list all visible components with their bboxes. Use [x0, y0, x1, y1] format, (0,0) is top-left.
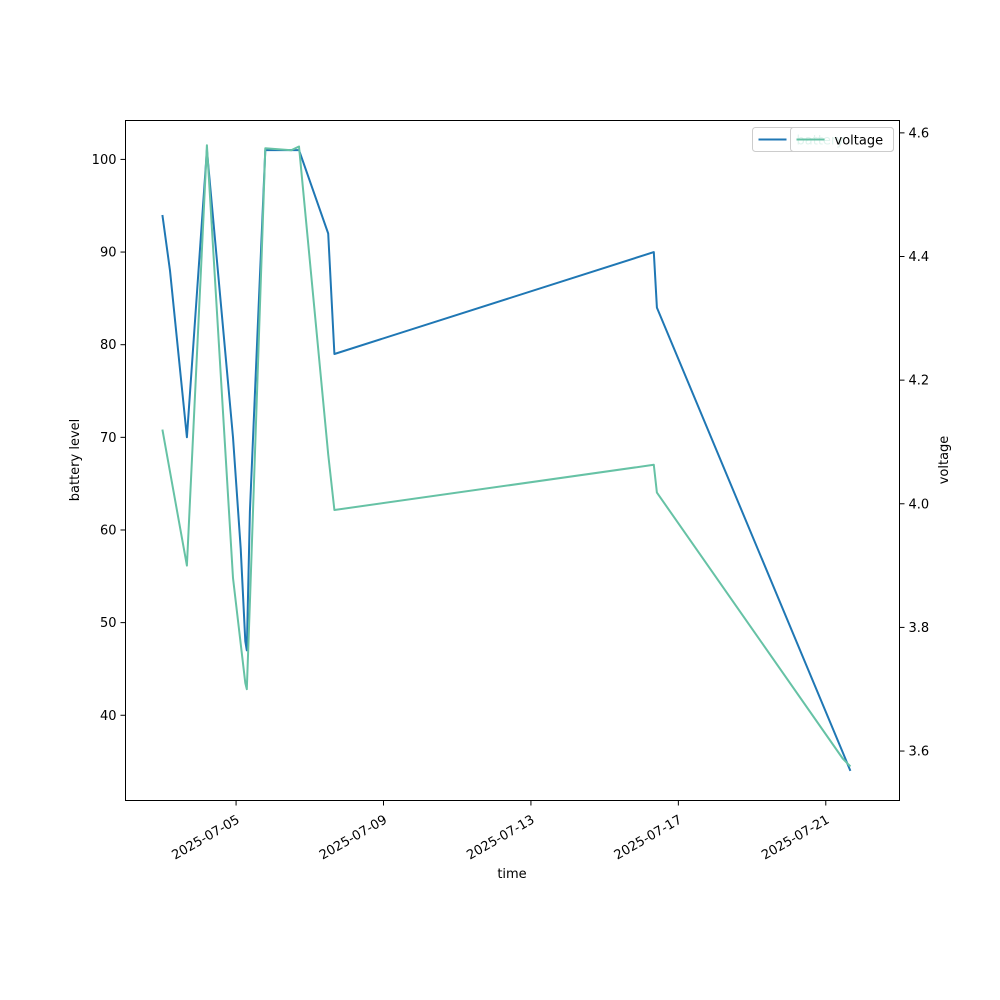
- y2-tick-label: 3.6: [909, 745, 930, 760]
- y2-tick-label: 3.8: [909, 621, 930, 636]
- y2-tick-label: 4.2: [909, 374, 930, 389]
- y2-tick-label: 4.6: [909, 126, 930, 141]
- y2-tick-label: 4.4: [909, 250, 930, 265]
- y-tick-label: 40: [100, 709, 117, 724]
- plot-area-frame: [125, 120, 900, 801]
- x-tick-label: 2025-07-21: [759, 813, 832, 864]
- legend-voltage: voltage: [790, 127, 894, 152]
- y2-tick-label: 4.0: [909, 497, 930, 512]
- series-line-voltage: [161, 144, 852, 768]
- y-tick-label: 50: [100, 616, 117, 631]
- x-tick-label: 2025-07-17: [612, 813, 685, 864]
- x-axis-title: time: [497, 867, 526, 882]
- legend-box: [790, 127, 894, 152]
- series-line-battery: [161, 149, 852, 772]
- y-tick-label: 70: [100, 431, 117, 446]
- y-tick-label: 90: [100, 246, 117, 261]
- y-tick-label: 60: [100, 523, 117, 538]
- x-tick-label: 2025-07-05: [170, 813, 243, 864]
- legend-label: voltage: [835, 134, 884, 149]
- y-tick-label: 100: [92, 153, 117, 168]
- x-tick-label: 2025-07-09: [317, 813, 390, 864]
- y-axis-title: battery level: [68, 419, 83, 502]
- x-tick-label: 2025-07-13: [464, 813, 537, 864]
- y2-axis-title: voltage: [937, 436, 952, 485]
- y-tick-label: 80: [100, 338, 117, 353]
